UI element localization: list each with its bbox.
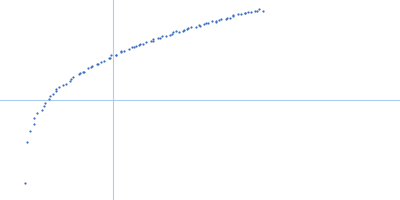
Point	[203, 21, 210, 24]
Point	[56, 85, 62, 88]
Point	[80, 70, 87, 73]
Point	[88, 66, 94, 69]
Point	[121, 49, 127, 52]
Point	[23, 141, 30, 144]
Point	[77, 72, 83, 75]
Point	[201, 23, 208, 26]
Point	[244, 11, 251, 14]
Point	[157, 37, 163, 40]
Point	[42, 101, 48, 104]
Point	[113, 54, 119, 57]
Point	[212, 20, 219, 23]
Point	[248, 10, 254, 14]
Point	[100, 59, 107, 62]
Point	[216, 18, 222, 21]
Point	[40, 104, 47, 108]
Point	[208, 20, 215, 23]
Point	[62, 82, 69, 85]
Point	[67, 79, 73, 82]
Point	[242, 11, 248, 15]
Point	[256, 8, 262, 11]
Point	[108, 54, 114, 57]
Point	[181, 28, 187, 31]
Point	[84, 67, 91, 70]
Point	[188, 26, 194, 29]
Point	[213, 20, 220, 23]
Point	[113, 54, 119, 57]
Point	[184, 27, 190, 31]
Point	[137, 42, 143, 45]
Point	[230, 13, 236, 17]
Point	[46, 98, 52, 101]
Point	[252, 9, 258, 13]
Point	[129, 46, 135, 49]
Point	[196, 24, 203, 27]
Point	[148, 39, 154, 43]
Point	[70, 75, 76, 78]
Point	[117, 51, 124, 54]
Point	[53, 87, 60, 90]
Point	[89, 64, 95, 67]
Point	[106, 57, 112, 60]
Point	[170, 31, 176, 34]
Point	[260, 9, 266, 12]
Point	[53, 90, 60, 93]
Point	[159, 34, 166, 37]
Point	[98, 60, 104, 64]
Point	[76, 72, 82, 76]
Point	[31, 117, 38, 120]
Point	[117, 50, 124, 53]
Point	[176, 30, 183, 33]
Point	[185, 26, 192, 29]
Point	[50, 92, 56, 95]
Point	[173, 30, 179, 33]
Point	[180, 29, 186, 32]
Point	[94, 62, 100, 65]
Point	[31, 122, 37, 126]
Point	[39, 108, 45, 111]
Point	[218, 18, 224, 21]
Point	[254, 10, 260, 13]
Point	[204, 21, 211, 25]
Point	[80, 70, 86, 73]
Point	[27, 129, 33, 133]
Point	[197, 24, 204, 28]
Point	[226, 16, 233, 20]
Point	[222, 17, 229, 20]
Point	[21, 181, 28, 185]
Point	[242, 12, 248, 15]
Point	[224, 16, 230, 20]
Point	[136, 44, 142, 47]
Point	[131, 46, 137, 49]
Point	[47, 94, 53, 97]
Point	[106, 57, 113, 60]
Point	[95, 62, 101, 65]
Point	[169, 33, 175, 36]
Point	[140, 42, 147, 46]
Point	[60, 83, 67, 86]
Point	[34, 111, 40, 114]
Point	[68, 77, 74, 80]
Point	[133, 44, 139, 47]
Point	[125, 47, 132, 51]
Point	[238, 12, 244, 15]
Point	[193, 25, 199, 28]
Point	[155, 37, 161, 40]
Point	[163, 34, 170, 37]
Point	[234, 13, 241, 16]
Point	[150, 39, 156, 42]
Point	[143, 40, 150, 43]
Point	[230, 14, 236, 18]
Point	[166, 33, 173, 36]
Point	[150, 37, 156, 40]
